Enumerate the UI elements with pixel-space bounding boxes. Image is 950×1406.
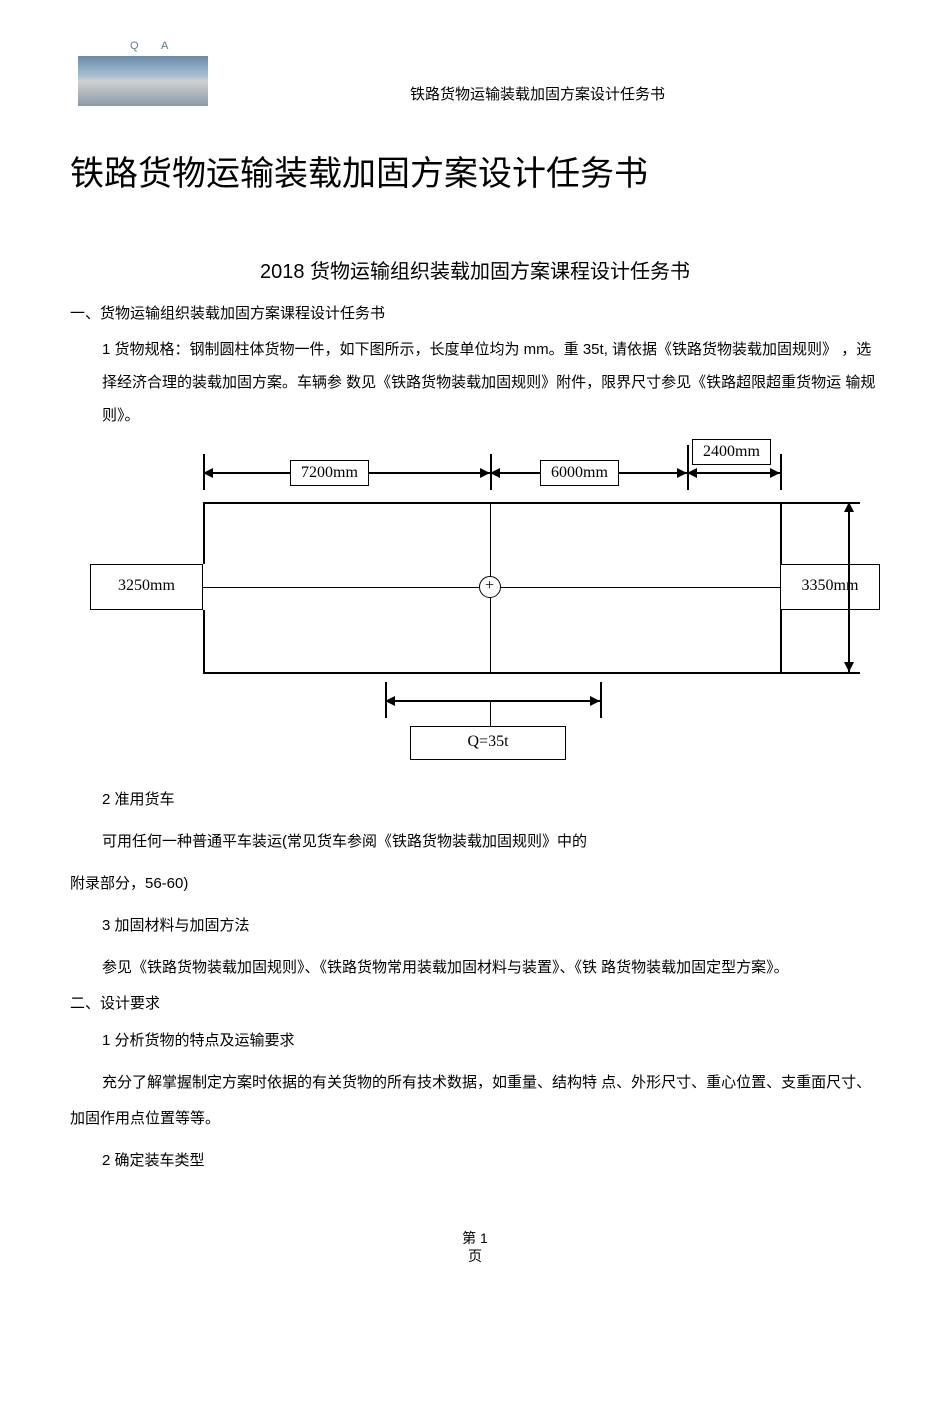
arrow-icon — [687, 468, 697, 478]
cargo-diagram: 7200mm 6000mm 2400mm 3250mm 3350mm + Q=3… — [90, 442, 880, 772]
ext-line — [780, 672, 860, 674]
page-number: 第 1 页 — [70, 1229, 880, 1265]
tick — [780, 454, 782, 490]
rect-right-lower — [780, 610, 782, 673]
arrow-icon — [480, 468, 490, 478]
logo-block: Q A — [70, 40, 250, 106]
sec1-item2-tail: 附录部分，56-60) — [70, 866, 880, 902]
dim-label-q: Q=35t — [410, 726, 566, 760]
sec2-item1-head: 1 分析货物的特点及运输要求 — [102, 1023, 880, 1059]
dim-line — [848, 502, 850, 672]
header-subtitle: 铁路货物运输装载加固方案设计任务书 — [410, 83, 665, 104]
ext-line — [780, 502, 860, 504]
arrow-icon — [844, 502, 854, 512]
sec1-item2-body: 可用任何一种普通平车装运(常见货车参阅《铁路货物装载加固规则》中的 — [102, 824, 880, 860]
sec1-item3-head: 3 加固材料与加固方法 — [102, 908, 880, 944]
sec1-item3-body: 参见《铁路货物装载加固规则》、《铁路货物常用装载加固材料与装置》、《铁 路货物装… — [70, 950, 880, 986]
page-title: 铁路货物运输装载加固方案设计任务书 — [70, 146, 880, 195]
header: Q A 铁路货物运输装载加固方案设计任务书 — [70, 40, 880, 106]
rect-left-upper — [203, 502, 205, 564]
arrow-icon — [677, 468, 687, 478]
sec2-item2-head: 2 确定装车类型 — [102, 1143, 880, 1179]
arrow-icon — [203, 468, 213, 478]
rect-top — [203, 502, 781, 504]
train-image — [78, 56, 208, 106]
center-plus: + — [485, 577, 494, 595]
arrow-icon — [385, 696, 395, 706]
rect-bot — [203, 672, 781, 674]
sec2-item1-body: 充分了解掌握制定方案时依据的有关货物的所有技术数据，如重量、结构特 点、外形尺寸… — [70, 1065, 880, 1137]
section-1-heading: 一、货物运输组织装载加固方案课程设计任务书 — [70, 302, 880, 323]
dim-label-2400: 2400mm — [692, 439, 771, 465]
page-num-line2: 页 — [70, 1247, 880, 1265]
dim-label-7200: 7200mm — [290, 460, 369, 486]
arrow-icon — [490, 468, 500, 478]
tick — [600, 682, 602, 718]
dim-label-3250: 3250mm — [90, 564, 203, 610]
dim-label-3350: 3350mm — [780, 564, 880, 610]
leader — [490, 700, 491, 726]
rect-right-upper — [780, 502, 782, 564]
arrow-icon — [590, 696, 600, 706]
sec1-item2-head: 2 准用货车 — [102, 782, 880, 818]
section-2-heading: 二、设计要求 — [70, 992, 880, 1013]
arrow-icon — [770, 468, 780, 478]
page-num-line1: 第 1 — [70, 1229, 880, 1247]
logo-letters: Q A — [130, 40, 250, 52]
page-subtitle: 2018 货物运输组织装载加固方案课程设计任务书 — [70, 255, 880, 284]
dim-line — [687, 472, 780, 474]
arrow-icon — [844, 662, 854, 672]
rect-left-lower — [203, 610, 205, 673]
dim-label-6000: 6000mm — [540, 460, 619, 486]
sec1-item1: 1 货物规格：钢制圆柱体货物一件，如下图所示，长度单位均为 mm。重 35t, … — [102, 333, 880, 432]
dim-line — [385, 700, 600, 702]
